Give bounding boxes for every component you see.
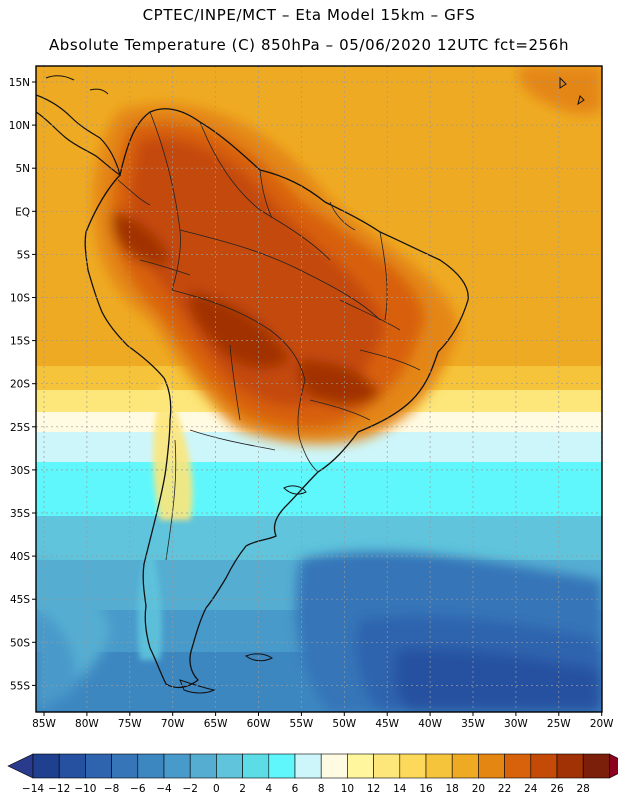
colorbar-label: 24 <box>524 783 538 795</box>
colorbar-label: −2 <box>182 783 197 795</box>
colorbar-label: −12 <box>48 783 70 795</box>
lat-label: 50S <box>10 637 30 649</box>
colorbar-swatch <box>58 753 86 779</box>
colorbar-swatch <box>294 753 322 779</box>
lon-label: 85W <box>32 718 56 730</box>
colorbar-swatch <box>504 753 532 779</box>
lon-label: 45W <box>375 718 399 730</box>
lon-label: 75W <box>118 718 142 730</box>
colorbar-swatch <box>268 753 296 779</box>
chart-title-line1: CPTEC/INPE/MCT – Eta Model 15km – GFS <box>142 6 476 24</box>
colorbar-label: −10 <box>74 783 96 795</box>
graticule <box>36 66 603 712</box>
lat-label: 35S <box>10 508 30 520</box>
lon-label: 40W <box>418 718 442 730</box>
colorbar-label: −6 <box>130 783 146 795</box>
colorbar-arrow-left <box>7 753 34 779</box>
colorbar-label: 8 <box>318 783 325 795</box>
colorbar-swatch <box>320 753 348 779</box>
southern-islands <box>179 485 307 694</box>
colorbar-label: 20 <box>472 783 485 795</box>
colorbar-swatch <box>137 753 165 779</box>
lat-label: 20S <box>10 379 30 391</box>
lat-label: 25S <box>10 422 30 434</box>
colorbar-arrow-right <box>609 753 618 779</box>
lat-label: 40S <box>10 551 30 563</box>
colorbar-swatch <box>425 753 453 779</box>
colorbar-swatch <box>478 753 505 779</box>
lon-label: 35W <box>461 718 485 730</box>
colorbar-swatch <box>556 753 584 779</box>
colorbar-swatch <box>451 753 479 779</box>
lon-label: 65W <box>204 718 228 730</box>
colorbar-label: 28 <box>577 783 590 795</box>
colorbar-swatch <box>373 753 401 779</box>
lon-label: 60W <box>247 718 271 730</box>
colorbar-swatch <box>85 753 112 779</box>
lon-label: 55W <box>290 718 314 730</box>
colorbar-swatch <box>530 753 558 779</box>
lat-label: EQ <box>15 206 30 218</box>
map-frame <box>35 65 603 713</box>
central-america-outline <box>36 94 121 177</box>
temperature-field <box>36 66 602 712</box>
colorbar-label: −8 <box>104 783 119 795</box>
colorbar-label: 14 <box>393 783 407 795</box>
lat-label: 10N <box>9 120 30 132</box>
chart-title-line2: Absolute Temperature (C) 850hPa – 05/06/… <box>48 36 570 54</box>
colorbar-label: 6 <box>292 783 299 795</box>
colorbar-swatch <box>189 753 217 779</box>
colorbar-label: 0 <box>213 783 220 795</box>
lon-label: 30W <box>504 718 528 730</box>
lon-label: 50W <box>332 718 356 730</box>
lat-label: 5S <box>17 249 31 261</box>
colorbar-label: 12 <box>367 783 380 795</box>
colorbar-label: −14 <box>22 783 44 795</box>
colorbar-swatch <box>399 753 427 779</box>
colorbar-swatch <box>582 753 610 779</box>
colorbar-label: −4 <box>156 783 172 795</box>
lat-label: 15N <box>9 77 30 89</box>
colorbar-label: 2 <box>239 783 246 795</box>
colorbar-label: 18 <box>446 783 459 795</box>
lon-label: 80W <box>75 718 99 730</box>
colorbar-label: 26 <box>550 783 564 795</box>
colorbar-label: 10 <box>341 783 354 795</box>
colorbar-swatch <box>216 753 243 779</box>
colorbar <box>7 753 618 779</box>
lat-label: 10S <box>10 293 30 305</box>
lat-label: 45S <box>10 594 30 606</box>
latitude-labels: 15N 10N 5N EQ 5S 10S 15S 20S 25S 30S 35S 40S 45S 50S 5… <box>9 77 36 692</box>
caribbean-islands <box>45 75 585 106</box>
country-borders <box>117 111 421 561</box>
colorbar-label: 16 <box>419 783 433 795</box>
colorbar-label: 4 <box>265 783 272 795</box>
lat-label: 55S <box>10 680 30 692</box>
colorbar-swatch <box>242 753 270 779</box>
lat-label: 5N <box>15 163 30 175</box>
lat-label: 30S <box>10 465 30 477</box>
colorbar-swatch <box>347 753 374 779</box>
field-anomalies <box>36 66 602 712</box>
lon-label: 20W <box>590 718 614 730</box>
colorbar-label: 22 <box>498 783 511 795</box>
lon-label: 70W <box>161 718 185 730</box>
colorbar-swatch <box>32 753 60 779</box>
colorbar-swatch <box>163 753 191 779</box>
lon-label: 25W <box>547 718 571 730</box>
colorbar-swatch <box>111 753 139 779</box>
colorbar-labels: −14 −12 −10 −8 −6 −4 −2 0 2 4 6 8 10 12 14 16 18 20 22 24 26… <box>22 783 590 795</box>
continent-outline <box>84 108 469 689</box>
lat-label: 15S <box>10 336 30 348</box>
longitude-labels: 85W 80W 75W 70W 65W 60W 55W 50W 45W 40W 35W 30W 25W 2… <box>32 712 614 730</box>
